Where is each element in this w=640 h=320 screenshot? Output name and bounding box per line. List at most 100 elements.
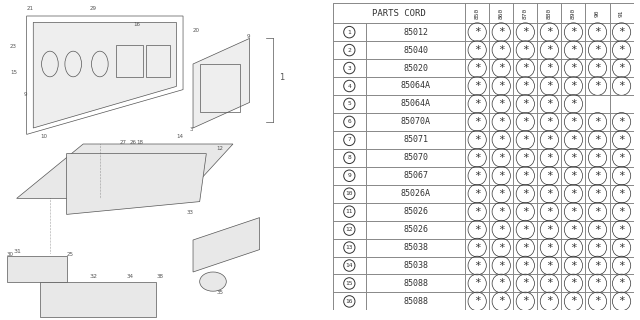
- Text: *: *: [498, 278, 504, 288]
- Bar: [489, 185, 513, 203]
- Bar: [561, 95, 586, 113]
- Bar: [366, 23, 465, 41]
- Text: *: *: [618, 45, 625, 55]
- Text: 90: 90: [595, 9, 600, 17]
- Text: *: *: [474, 117, 481, 127]
- Text: *: *: [474, 135, 481, 145]
- Text: 14: 14: [177, 134, 184, 139]
- Text: *: *: [594, 45, 601, 55]
- Text: *: *: [594, 278, 601, 288]
- Text: 85064A: 85064A: [401, 100, 431, 108]
- Text: *: *: [570, 63, 577, 73]
- Text: *: *: [522, 296, 529, 307]
- Text: *: *: [546, 63, 553, 73]
- Bar: [333, 95, 366, 113]
- Text: *: *: [618, 243, 625, 252]
- Text: *: *: [570, 225, 577, 235]
- Text: 29: 29: [90, 6, 97, 11]
- Bar: [489, 292, 513, 310]
- Bar: [586, 239, 609, 257]
- Bar: [538, 185, 561, 203]
- Text: *: *: [498, 117, 504, 127]
- Text: 85070A: 85070A: [401, 117, 431, 126]
- Text: *: *: [594, 27, 601, 37]
- Bar: [366, 149, 465, 167]
- Bar: [465, 292, 489, 310]
- Text: 91: 91: [619, 9, 624, 17]
- Text: *: *: [474, 81, 481, 91]
- Bar: [538, 3, 561, 23]
- Bar: [465, 185, 489, 203]
- Text: 12: 12: [346, 227, 353, 232]
- Bar: [513, 185, 538, 203]
- Text: 85026: 85026: [403, 225, 428, 234]
- Text: *: *: [546, 171, 553, 181]
- Text: *: *: [618, 27, 625, 37]
- Text: 85071: 85071: [403, 135, 428, 144]
- Bar: [586, 95, 609, 113]
- Text: 14: 14: [346, 263, 353, 268]
- Text: *: *: [594, 243, 601, 252]
- Bar: [366, 95, 465, 113]
- Text: 15: 15: [346, 281, 353, 286]
- Bar: [586, 221, 609, 239]
- Text: 25: 25: [67, 252, 74, 257]
- Bar: [366, 203, 465, 221]
- Text: 9: 9: [23, 92, 27, 97]
- Bar: [561, 77, 586, 95]
- Text: *: *: [546, 260, 553, 270]
- Text: *: *: [522, 278, 529, 288]
- Bar: [561, 257, 586, 275]
- Text: 4: 4: [348, 84, 351, 89]
- Text: *: *: [618, 260, 625, 270]
- Text: *: *: [498, 27, 504, 37]
- Bar: [586, 203, 609, 221]
- Bar: [586, 131, 609, 149]
- Text: *: *: [522, 45, 529, 55]
- Text: 11: 11: [346, 209, 353, 214]
- Bar: [513, 77, 538, 95]
- Text: *: *: [474, 63, 481, 73]
- Bar: [609, 239, 634, 257]
- Bar: [561, 221, 586, 239]
- Bar: [586, 59, 609, 77]
- Bar: [586, 257, 609, 275]
- Bar: [561, 113, 586, 131]
- Bar: [586, 3, 609, 23]
- Bar: [366, 167, 465, 185]
- Text: *: *: [570, 171, 577, 181]
- Polygon shape: [67, 154, 206, 214]
- Bar: [561, 41, 586, 59]
- Bar: [333, 167, 366, 185]
- Text: 2: 2: [348, 48, 351, 52]
- Text: *: *: [522, 63, 529, 73]
- Bar: [609, 257, 634, 275]
- Text: *: *: [618, 117, 625, 127]
- Bar: [513, 275, 538, 292]
- Text: 16: 16: [346, 299, 353, 304]
- Text: *: *: [618, 278, 625, 288]
- Text: 85038: 85038: [403, 261, 428, 270]
- Text: 38: 38: [156, 274, 163, 279]
- Bar: [513, 257, 538, 275]
- Text: *: *: [522, 207, 529, 217]
- Bar: [586, 185, 609, 203]
- Bar: [465, 149, 489, 167]
- Text: *: *: [594, 135, 601, 145]
- Text: 8: 8: [348, 155, 351, 160]
- Bar: [333, 41, 366, 59]
- Text: 85064A: 85064A: [401, 82, 431, 91]
- Bar: [465, 203, 489, 221]
- Bar: [465, 131, 489, 149]
- Bar: [366, 275, 465, 292]
- Text: 5: 5: [348, 101, 351, 107]
- Bar: [465, 23, 489, 41]
- Text: *: *: [498, 260, 504, 270]
- Text: *: *: [474, 99, 481, 109]
- Text: *: *: [522, 225, 529, 235]
- Ellipse shape: [200, 272, 227, 291]
- Text: 18: 18: [136, 140, 143, 145]
- Text: *: *: [594, 296, 601, 307]
- Text: *: *: [546, 207, 553, 217]
- Text: 1: 1: [280, 73, 285, 82]
